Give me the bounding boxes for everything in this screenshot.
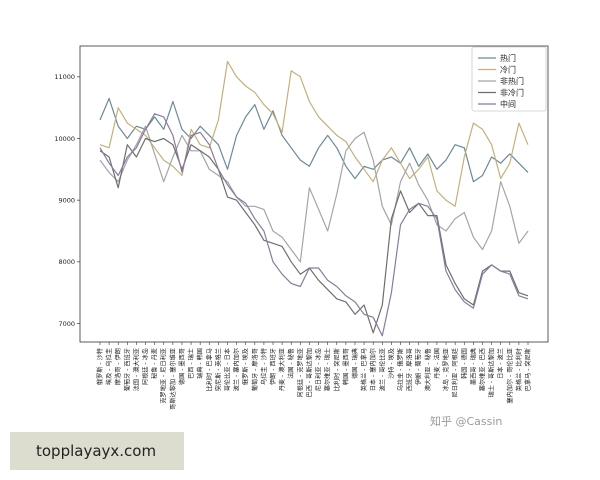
x-tick-label: 阿根廷 - 冰岛 [142,348,150,385]
x-tick-label: 德国 - 墨西哥 [178,348,186,385]
plot-frame [79,45,549,343]
x-tick-label: 乌拉圭 - 俄罗斯 [397,348,405,391]
x-tick-label: 乌拉圭 - 沙特 [260,348,268,385]
y-axis: 7000 8000 9000 10000 11000 [54,73,80,328]
x-tick-label: 埃及 - 乌拉圭 [105,348,113,385]
x-tick-label: 克罗地亚 - 尼日利亚 [160,348,168,404]
x-tick-label: 摩洛哥 - 伊朗 [114,348,122,385]
x-tick-label: 德国 - 瑞典 [351,348,359,379]
x-tick-label: 巴西 - 哥斯达黎加 [305,348,313,397]
y-tick-label: 11000 [54,73,75,81]
x-tick-label: 波兰 - 哥伦比亚 [378,348,386,391]
x-tick-label: 波兰 - 塞内加尔 [233,348,241,391]
legend-box [471,46,547,112]
x-tick-label: 墨西哥 - 瑞典 [469,348,477,385]
series-line [99,113,529,337]
y-tick-label: 9000 [58,196,75,204]
x-tick-label: 巴拿马 - 突尼斯 [524,348,532,391]
x-tick-label: 塞尔维亚 - 瑞士 [324,348,332,391]
x-tick-label: 西班牙 - 摩洛哥 [406,348,414,391]
site-banner-text: topplayayx.com [36,442,157,460]
x-tick-label: 葡萄牙 - 西班牙 [123,348,131,391]
site-banner: topplayayx.com [10,432,184,470]
x-tick-label: 秘鲁 - 丹麦 [151,348,159,379]
x-tick-label: 比利时 - 突尼斯 [333,348,341,391]
x-tick-label: 英格兰 - 巴拿马 [360,348,368,391]
series-line [99,137,529,334]
x-tick-label: 瑞典 - 韩国 [196,348,204,379]
x-axis: 俄罗斯 - 沙特 埃及 - 乌拉圭 摩洛哥 - 伊朗 葡萄牙 - 西班牙 法国 - 澳大… [96,342,532,410]
x-tick-label: 瑞士 - 哥斯达黎加 [488,348,496,397]
x-tick-label: 哥斯达黎加 - 塞尔维亚 [169,348,177,410]
x-tick-label: 哥伦比亚 - 日本 [223,348,231,391]
series-line [99,125,529,263]
x-tick-label: 英格兰 - 比利时 [515,348,523,391]
y-tick-label: 7000 [58,320,75,328]
x-tick-label: 伊朗 - 葡萄牙 [415,348,423,385]
x-tick-label: 比利时 - 巴拿马 [205,348,213,391]
legend-label: 热门 [500,53,516,63]
legend-label: 中间 [500,99,516,109]
x-tick-label: 澳大利亚 - 秘鲁 [424,348,432,391]
x-tick-label: 尼日利亚 - 阿根廷 [451,348,459,397]
y-tick-label: 8000 [58,258,75,266]
watermark: 知乎 @Cassin [430,414,502,428]
series-line [99,60,529,207]
x-tick-label: 沙特 - 埃及 [387,348,395,379]
x-tick-label: 伊朗 - 西班牙 [269,348,277,385]
x-tick-label: 俄罗斯 - 埃及 [242,348,250,385]
x-tick-label: 突尼斯 - 英格兰 [214,348,222,391]
x-tick-label: 日本 - 波兰 [497,348,505,379]
x-tick-label: 俄罗斯 - 沙特 [96,348,104,385]
x-tick-label: 尼日利亚 - 冰岛 [315,348,323,391]
x-tick-label: 丹麦 - 法国 [433,348,441,379]
x-tick-label: 葡萄牙 - 摩洛哥 [251,348,259,391]
series-line [99,97,529,183]
y-tick-label: 10000 [54,135,75,143]
legend-label: 冷门 [500,65,516,75]
x-tick-label: 韩国 - 墨西哥 [342,348,350,385]
x-tick-label: 法国 - 澳大利亚 [132,348,140,391]
x-tick-label: 韩国 - 德国 [460,348,468,379]
x-tick-label: 巴西 - 瑞士 [187,348,195,379]
x-tick-label: 塞内加尔 - 哥伦比亚 [506,348,514,404]
x-tick-label: 日本 - 塞内加尔 [369,348,377,391]
legend-label: 非冷门 [500,88,524,98]
legend-label: 非热门 [500,76,524,86]
series-lines [99,60,529,337]
watermark-text: 知乎 @Cassin [430,414,502,428]
x-tick-label: 冰岛 - 克罗地亚 [442,348,450,391]
x-tick-label: 法国 - 秘鲁 [287,348,295,379]
x-tick-label: 塞尔维亚 - 巴西 [478,348,486,391]
x-tick-label: 阿根廷 - 克罗地亚 [296,348,304,397]
x-tick-label: 丹麦 - 澳大利亚 [278,348,286,391]
